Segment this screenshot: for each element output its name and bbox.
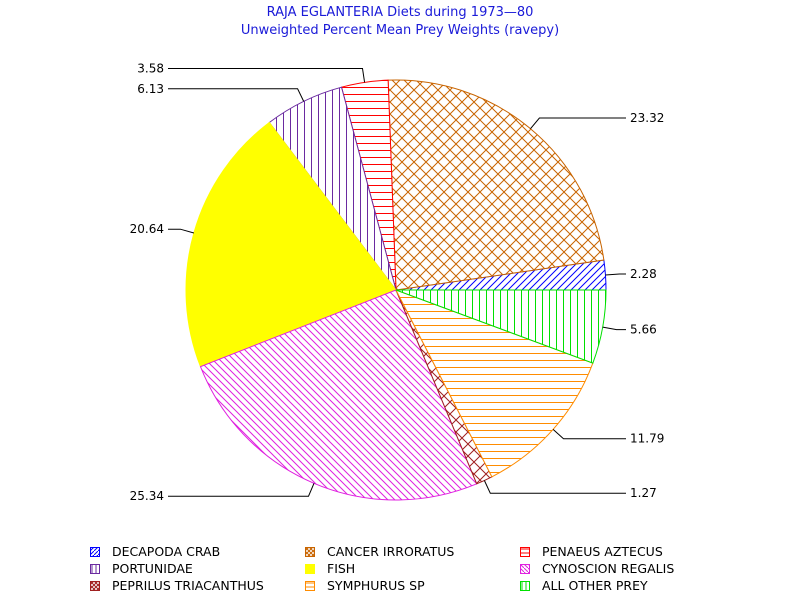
value-label-cynoscion-regalis: 25.34	[130, 489, 164, 503]
leader-line-penaeus-aztecus	[168, 68, 366, 83]
legend-swatch-portunidae	[90, 564, 100, 574]
legend-swatch-symphurus-sp	[305, 581, 315, 591]
legend-label-symphurus-sp: SYMPHURUS SP	[327, 578, 425, 593]
legend-swatch-cancer-irroratus	[305, 547, 315, 557]
pie-slice-symphurus-sp	[394, 289, 594, 478]
legend-item-decapoda-crab: DECAPODA CRAB	[90, 544, 305, 560]
leader-line-cynoscion-regalis	[168, 483, 315, 497]
legend-swatch-decapoda-crab	[90, 547, 100, 557]
value-label-all-other-prey: 5.66	[630, 323, 657, 337]
legend-label-portunidae: PORTUNIDAE	[112, 561, 193, 576]
leader-line-symphurus-sp	[552, 429, 626, 440]
legend-item-penaeus-aztecus: PENAEUS AZTECUS	[520, 544, 720, 560]
legend-label-all-other-prey: ALL OTHER PREY	[542, 578, 648, 593]
legend-label-fish: FISH	[327, 561, 356, 576]
leader-line-all-other-prey	[602, 326, 626, 331]
leader-line-decapoda-crab	[605, 273, 626, 276]
legend-item-cynoscion-regalis: CYNOSCION REGALIS	[520, 561, 720, 577]
pie-slice-all-other-prey	[395, 289, 607, 364]
leader-line-cancer-irroratus	[530, 117, 626, 130]
value-label-symphurus-sp: 11.79	[630, 432, 664, 446]
legend-item-portunidae: PORTUNIDAE	[90, 561, 305, 577]
legend: DECAPODA CRAB CANCER IRRORATUS PENAEUS AZT…	[90, 544, 790, 594]
value-label-portunidae: 6.13	[137, 82, 164, 96]
chart-title: RAJA EGLANTERIA Diets during 1973—80	[266, 5, 534, 20]
legend-item-all-other-prey: ALL OTHER PREY	[520, 578, 720, 594]
legend-swatch-fish	[305, 564, 315, 574]
value-label-cancer-irroratus: 23.32	[630, 111, 664, 125]
leader-line-fish	[168, 228, 195, 234]
legend-swatch-cynoscion-regalis	[520, 564, 530, 574]
leader-line-peprilus-triacanthus	[483, 480, 626, 494]
value-label-peprilus-triacanthus: 1.27	[630, 486, 657, 500]
pie-slice-cancer-irroratus	[387, 79, 605, 291]
legend-label-cynoscion-regalis: CYNOSCION REGALIS	[542, 561, 675, 576]
legend-swatch-all-other-prey	[520, 581, 530, 591]
legend-item-symphurus-sp: SYMPHURUS SP	[305, 578, 520, 594]
value-label-fish: 20.64	[130, 222, 164, 236]
chart-subtitle: Unweighted Percent Mean Prey Weights (ra…	[240, 23, 560, 38]
legend-label-decapoda-crab: DECAPODA CRAB	[112, 544, 221, 559]
legend-label-peprilus-triacanthus: PEPRILUS TRIACANTHUS	[112, 578, 264, 593]
pie-slice-fish	[185, 121, 397, 368]
chart-title-block: RAJA EGLANTERIA Diets during 1973—80 Unw…	[0, 4, 800, 40]
value-label-decapoda-crab: 2.28	[630, 267, 657, 281]
value-label-penaeus-aztecus: 3.58	[137, 62, 164, 76]
leader-line-portunidae	[168, 88, 305, 102]
legend-label-penaeus-aztecus: PENAEUS AZTECUS	[542, 544, 663, 559]
legend-swatch-penaeus-aztecus	[520, 547, 530, 557]
legend-item-fish: FISH	[305, 561, 520, 577]
legend-item-cancer-irroratus: CANCER IRRORATUS	[305, 544, 520, 560]
legend-label-cancer-irroratus: CANCER IRRORATUS	[327, 544, 455, 559]
legend-swatch-peprilus-triacanthus	[90, 581, 100, 591]
legend-item-peprilus-triacanthus: PEPRILUS TRIACANTHUS	[90, 578, 305, 594]
